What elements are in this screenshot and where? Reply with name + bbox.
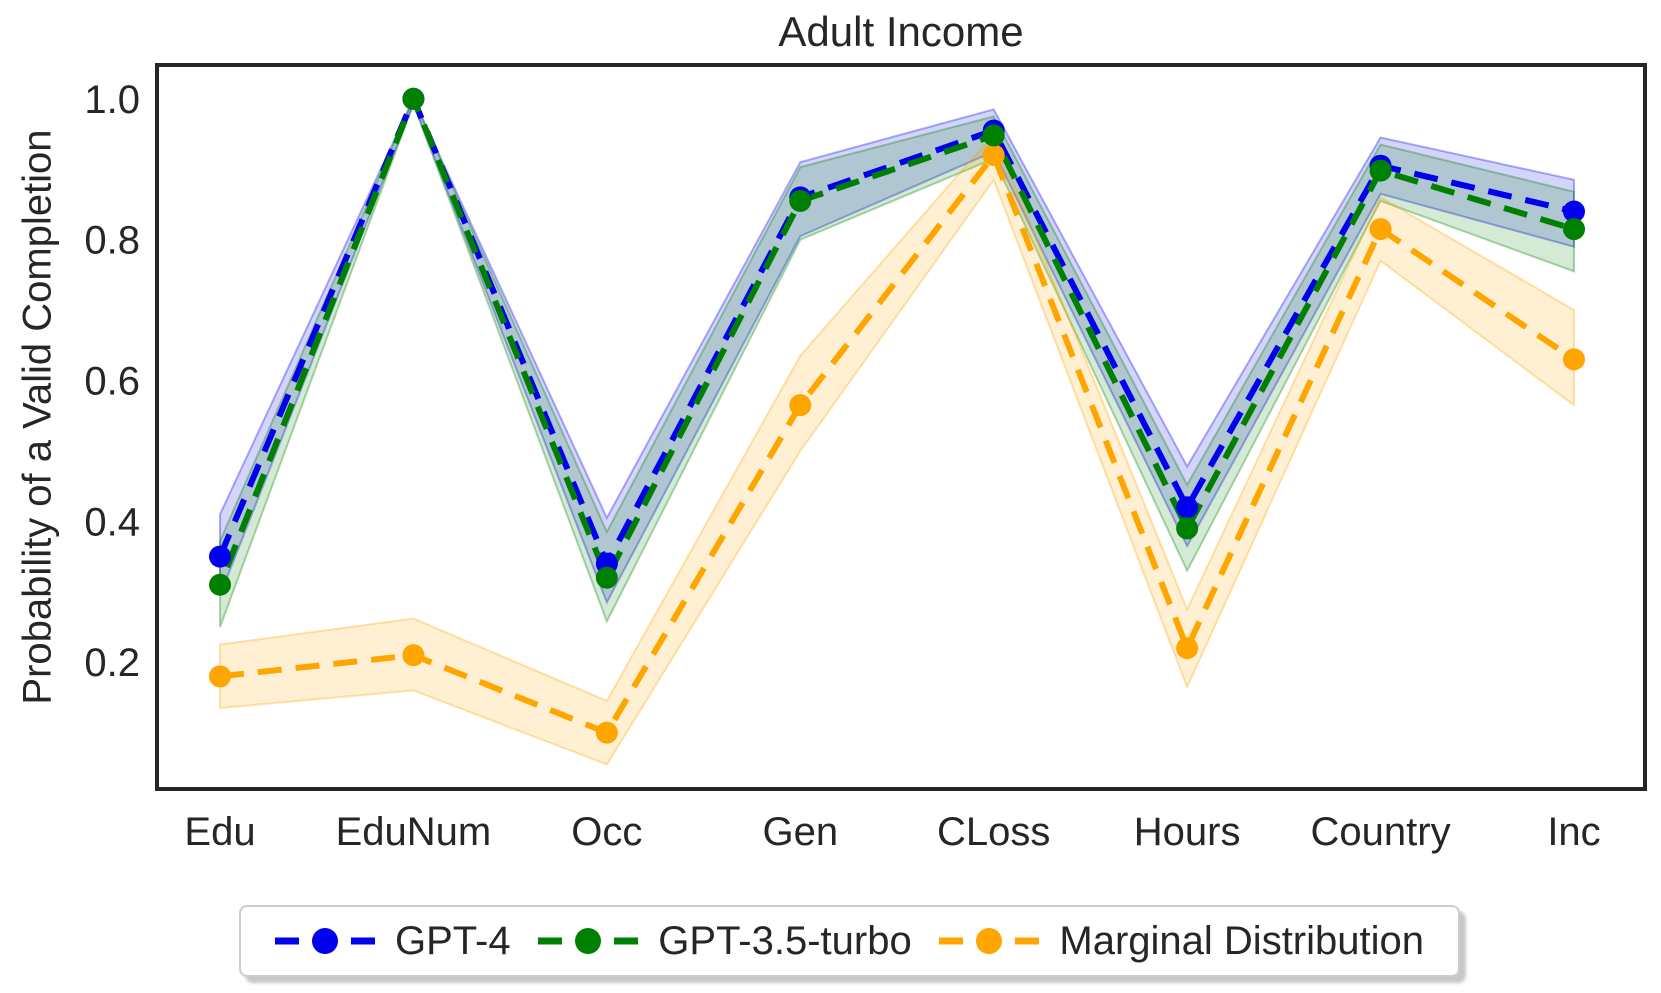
- x-tick-label-country: Country: [1311, 810, 1451, 854]
- y-tick-label: 0.2: [84, 641, 140, 685]
- data-point-gpt-3-5-turbo-edunum: [402, 87, 425, 110]
- legend-marker-marginal-distribution: [939, 928, 1040, 954]
- plot-border: [155, 63, 1647, 791]
- legend-entry-gpt-4: GPT-4: [275, 919, 511, 964]
- data-point-marginal-distribution-country: [1369, 218, 1392, 241]
- y-tick-label: 0.4: [84, 500, 140, 544]
- legend-marker-gpt-4: [275, 928, 375, 954]
- band-marginal-distribution: [219, 132, 1575, 766]
- band-gpt-3-5-turbo: [219, 96, 1575, 628]
- data-point-marginal-distribution-hours: [1176, 637, 1199, 660]
- markers-gpt-3-5-turbo: [209, 87, 1585, 596]
- line-gpt-3-5-turbo: [217, 90, 1575, 586]
- data-point-marginal-distribution-edunum: [402, 644, 425, 667]
- band-gpt-4: [219, 96, 1575, 605]
- data-point-marginal-distribution-edu: [209, 665, 231, 688]
- line-marginal-distribution: [219, 149, 1576, 737]
- y-tick-label: 0.6: [84, 360, 140, 404]
- x-tick-label-occ: Occ: [571, 810, 642, 854]
- legend-entry-marginal-distribution: Marginal Distribution: [939, 919, 1424, 964]
- data-point-gpt-4-inc: [1563, 200, 1585, 223]
- x-tick-label-closs: CLoss: [937, 810, 1050, 854]
- legend-label-gpt-4: GPT-4: [395, 918, 511, 963]
- y-tick-label: 0.8: [84, 219, 140, 263]
- data-point-marginal-distribution-inc: [1563, 348, 1585, 371]
- data-point-marginal-distribution-gen: [789, 394, 812, 417]
- legend-label-gpt-3-5-turbo: GPT-3.5-turbo: [658, 918, 912, 963]
- legend: GPT-4 GPT-3.5-turbo Marginal Distribution: [239, 905, 1460, 977]
- x-tick-label-edu: Edu: [184, 810, 255, 854]
- legend-marker-gpt-3-5-turbo: [538, 928, 639, 954]
- data-point-gpt-3-5-turbo-closs: [982, 124, 1005, 147]
- data-point-gpt-3-5-turbo-edu: [209, 573, 231, 596]
- legend-label-marginal-distribution: Marginal Distribution: [1059, 918, 1424, 963]
- chart-title: Adult Income: [778, 8, 1024, 55]
- data-point-gpt-4-hours: [1176, 496, 1199, 519]
- x-tick-label-edunum: EduNum: [336, 810, 492, 854]
- data-point-gpt-3-5-turbo-gen: [789, 189, 812, 212]
- data-point-marginal-distribution-occ: [595, 721, 618, 744]
- data-point-gpt-3-5-turbo-hours: [1176, 517, 1199, 540]
- data-point-gpt-4-edu: [209, 545, 231, 568]
- data-point-gpt-3-5-turbo-country: [1369, 159, 1392, 182]
- data-point-marginal-distribution-closs: [982, 144, 1005, 167]
- data-point-gpt-3-5-turbo-occ: [595, 566, 618, 589]
- x-tick-label-inc: Inc: [1547, 810, 1600, 854]
- markers-marginal-distribution: [209, 144, 1585, 744]
- x-tick-label-gen: Gen: [762, 810, 838, 854]
- legend-entry-gpt-3-5-turbo: GPT-3.5-turbo: [538, 918, 912, 964]
- x-tick-label-hours: Hours: [1134, 810, 1241, 854]
- y-tick-label: 1.0: [84, 78, 140, 122]
- data-point-gpt-3-5-turbo-inc: [1563, 218, 1585, 241]
